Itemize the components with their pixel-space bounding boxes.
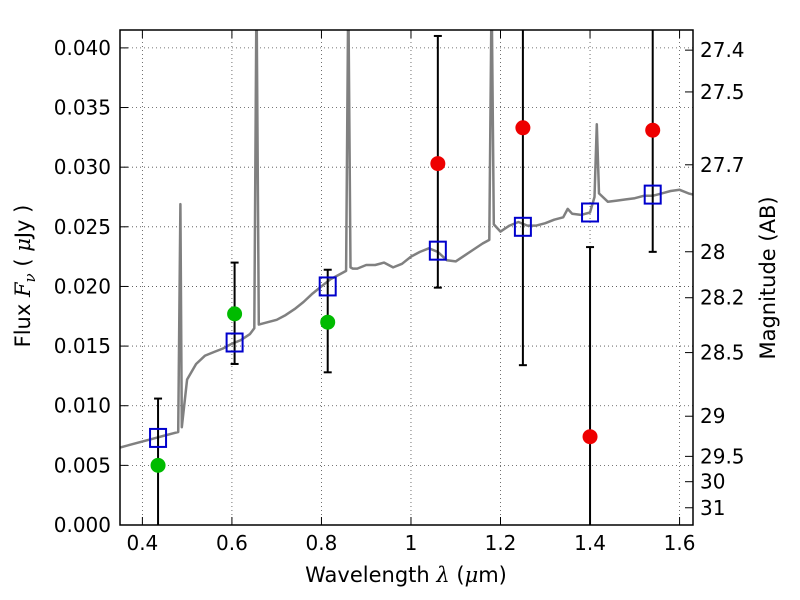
spectrum-layer bbox=[120, 30, 693, 449]
mag-tick-label: 28 bbox=[700, 240, 725, 264]
observed-point-red bbox=[582, 429, 598, 445]
mag-tick-label: 29.5 bbox=[700, 444, 745, 468]
mag-tick-label: 27.4 bbox=[700, 38, 745, 62]
magnitude-axis-label: Magnitude (AB) bbox=[756, 196, 780, 359]
y-tick-label: 0.025 bbox=[54, 215, 111, 239]
plot-frame bbox=[119, 29, 694, 526]
y-tick-label: 0.015 bbox=[54, 334, 111, 358]
plot-background bbox=[120, 30, 693, 525]
model-photometry-square bbox=[318, 276, 337, 297]
mag-tick-label: 27.5 bbox=[700, 80, 745, 104]
observed-point-green bbox=[150, 457, 166, 473]
observed-point-red bbox=[645, 122, 661, 138]
y-tick-label: 0.005 bbox=[54, 453, 111, 477]
plot-area bbox=[120, 30, 693, 525]
spectrum-line bbox=[120, 30, 693, 449]
flux-symbol: F bbox=[11, 281, 35, 298]
y-tick-label: 0.040 bbox=[54, 36, 111, 60]
y-tick-label: 0.010 bbox=[54, 394, 111, 418]
model-photometry-square bbox=[643, 184, 662, 205]
mag-tick-label: 31 bbox=[700, 496, 725, 520]
x-tick-label: 0.6 bbox=[216, 531, 248, 555]
x-units-open: ( bbox=[450, 563, 465, 587]
mag-tick-label: 28.5 bbox=[700, 341, 745, 365]
x-axis-label: Wavelength λ (μm) bbox=[305, 563, 507, 587]
observed-point-red bbox=[515, 120, 531, 136]
lambda-symbol: λ bbox=[435, 563, 449, 587]
x-tick-label: 1 bbox=[405, 531, 418, 555]
x-units-mu: μ bbox=[465, 563, 479, 587]
y-tick-label: 0.030 bbox=[54, 155, 111, 179]
x-tick-label: 0.4 bbox=[126, 531, 158, 555]
y-units-open: ( bbox=[11, 252, 35, 274]
x-tick-label: 1.6 bbox=[664, 531, 696, 555]
nu-subscript: ν bbox=[21, 273, 39, 282]
observed-photometry-layer bbox=[150, 120, 661, 473]
x-tick-label: 1.2 bbox=[485, 531, 517, 555]
y-axis-label: Flux Fν ( μJy ) bbox=[11, 205, 39, 348]
y-axis-label-text: Flux bbox=[11, 297, 35, 347]
model-photometry-square bbox=[225, 332, 244, 353]
ticks: 0.4 0.6 0.8 1 1.2 1.4 1.6 0.000 0.005 0.010 0.015 0… bbox=[54, 30, 745, 555]
observed-point-green bbox=[227, 306, 243, 322]
y-tick-label: 0.000 bbox=[54, 513, 111, 537]
model-photometry-square bbox=[428, 240, 447, 261]
model-photometry-layer bbox=[149, 184, 662, 448]
x-axis-label-text: Wavelength bbox=[305, 563, 436, 587]
mag-tick-label: 27.7 bbox=[700, 153, 745, 177]
model-photometry-square bbox=[149, 427, 168, 448]
mag-tick-label: 30 bbox=[700, 470, 725, 494]
x-units-rest: m) bbox=[478, 563, 507, 587]
observed-point-green bbox=[320, 314, 336, 330]
model-photometry-square bbox=[581, 202, 600, 223]
mag-tick-label: 28.2 bbox=[700, 286, 745, 310]
x-tick-label: 0.8 bbox=[306, 531, 338, 555]
y-tick-label: 0.035 bbox=[54, 96, 111, 120]
y-units-mu: μ bbox=[11, 238, 35, 252]
y-units-rest: Jy ) bbox=[11, 205, 35, 241]
y-tick-label: 0.020 bbox=[54, 274, 111, 298]
model-photometry-square bbox=[513, 216, 532, 237]
x-tick-label: 1.4 bbox=[574, 531, 606, 555]
mag-tick-label: 29 bbox=[700, 404, 725, 428]
observed-point-red bbox=[430, 156, 446, 172]
